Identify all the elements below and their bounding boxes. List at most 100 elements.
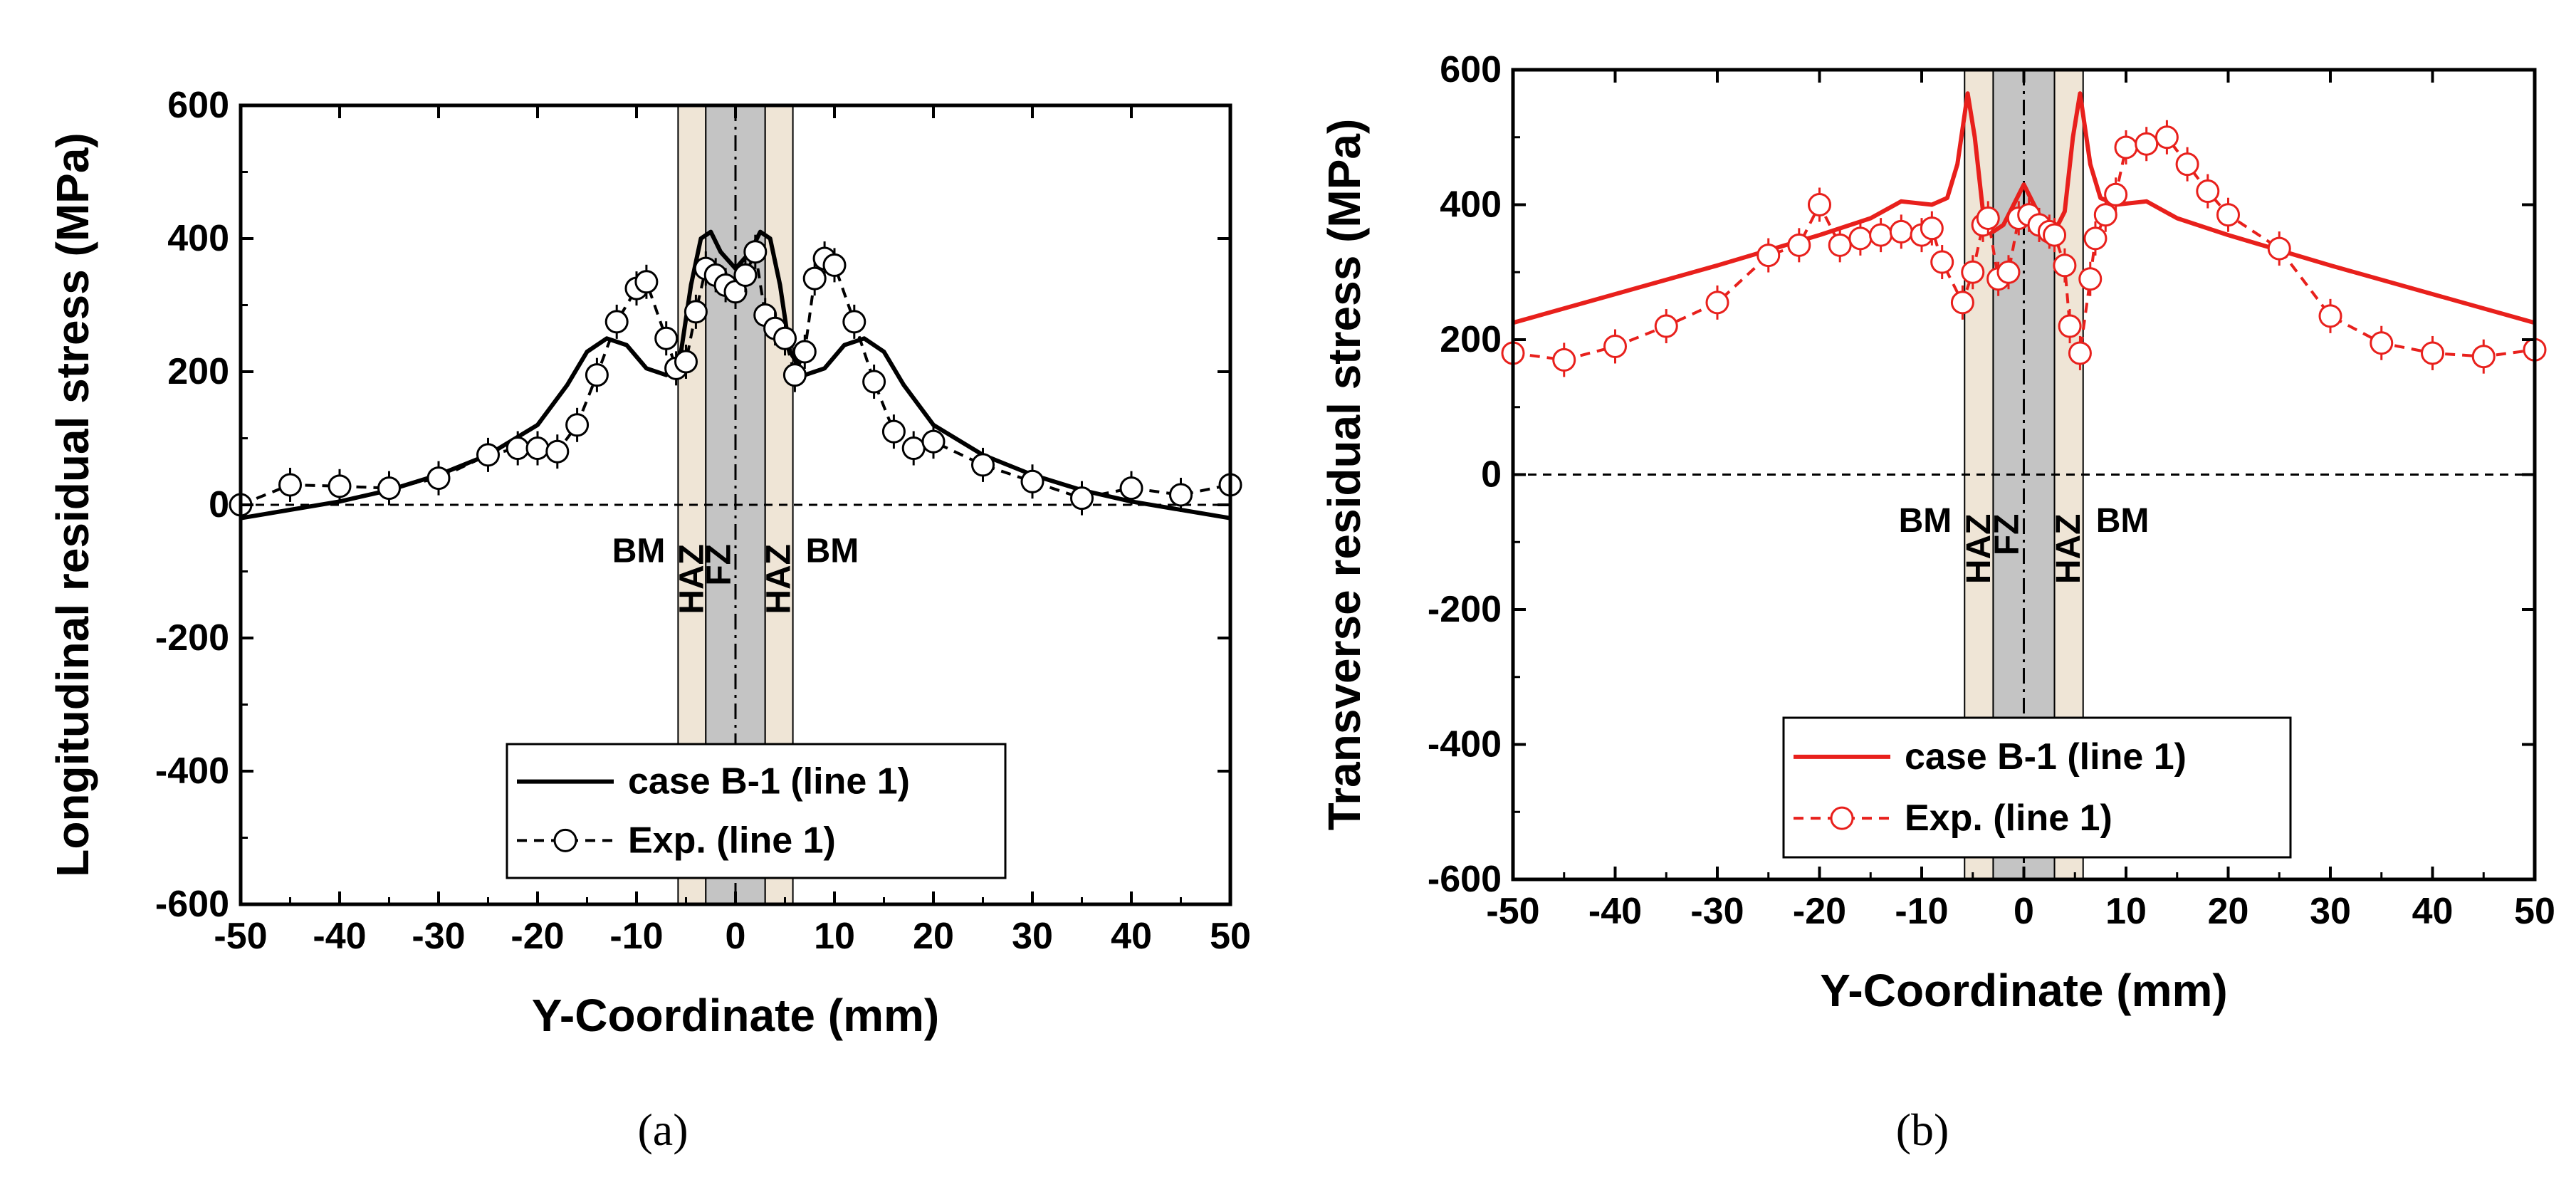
x-tick-label: 40 — [2412, 891, 2454, 932]
data-point-exp — [604, 310, 629, 334]
legend-label-experiment: Exp. (line 1) — [628, 820, 836, 861]
y-tick-label: -200 — [155, 617, 229, 659]
series-line-simulation — [1512, 91, 2535, 325]
data-point-exp — [2267, 236, 2291, 261]
legend: case B-1 (line 1) Exp. (line 1) — [1782, 716, 2292, 859]
data-point-exp — [881, 419, 906, 444]
data-point-exp — [1976, 206, 2000, 230]
x-tick-label: 50 — [2514, 891, 2555, 932]
data-point-exp — [2053, 253, 2077, 278]
x-tick-label: 20 — [913, 916, 954, 957]
haz-label-left: HAZ — [1960, 514, 1998, 585]
legend-label-simulation: case B-1 (line 1) — [628, 761, 910, 802]
x-tick-label: -10 — [609, 916, 663, 957]
data-point-exp — [1787, 233, 1811, 257]
legend-label-simulation: case B-1 (line 1) — [1905, 736, 2187, 778]
data-point-exp — [1705, 291, 1729, 315]
data-point-exp — [2175, 152, 2199, 177]
data-point-exp — [2078, 267, 2103, 291]
x-tick-label: 30 — [2310, 891, 2351, 932]
bm-label-right: BM — [2096, 502, 2150, 540]
data-point-exp — [901, 436, 926, 461]
data-point-exp — [2058, 314, 2082, 338]
data-point-exp — [684, 300, 708, 324]
y-tick-label: 600 — [167, 85, 229, 126]
data-point-exp — [1119, 476, 1143, 501]
panel-label: (b) — [1896, 1104, 1949, 1155]
data-point-exp — [278, 473, 302, 497]
data-point-exp — [792, 340, 817, 364]
data-point-exp — [2370, 331, 2394, 355]
y-axis-title: Transverse residual stress (MPa) — [1319, 119, 1370, 831]
bm-label-left: BM — [1899, 502, 1952, 540]
data-point-exp — [971, 453, 995, 477]
x-tick-label: 50 — [1210, 916, 1251, 957]
y-tick-label: 0 — [1481, 454, 1502, 496]
x-tick-label: -10 — [1895, 891, 1948, 932]
data-point-exp — [1889, 219, 1913, 244]
legend-marker-experiment — [553, 828, 577, 852]
x-tick-label: 20 — [2208, 891, 2249, 932]
x-tick-label: 40 — [1111, 916, 1152, 957]
data-point-exp — [1930, 250, 1954, 274]
y-tick-label: 200 — [1440, 319, 1502, 360]
y-tick-label: -600 — [1428, 859, 1502, 900]
y-tick-label: -600 — [155, 884, 229, 925]
data-point-exp — [2154, 125, 2179, 150]
data-point-exp — [328, 474, 352, 498]
data-point-exp — [674, 350, 698, 374]
haz-label-left: HAZ — [673, 544, 711, 614]
legend-marker-experiment — [1830, 806, 1854, 830]
data-point-exp — [1961, 260, 1985, 284]
data-point-exp — [1920, 216, 1944, 241]
data-point-exp — [1654, 314, 1678, 338]
data-point-exp — [773, 326, 797, 350]
data-point-exp — [733, 263, 758, 287]
y-tick-label: 0 — [209, 484, 229, 525]
data-point-exp — [2104, 182, 2128, 206]
data-point-exp — [842, 310, 866, 334]
y-tick-label: -200 — [1428, 589, 1502, 630]
data-point-exp — [1869, 223, 1893, 247]
data-point-exp — [1828, 233, 1852, 257]
data-point-exp — [1020, 469, 1044, 493]
legend-label-experiment: Exp. (line 1) — [1905, 797, 2112, 839]
y-tick-label: 400 — [1440, 184, 1502, 226]
data-point-exp — [2471, 345, 2496, 369]
x-tick-label: 0 — [2014, 891, 2034, 932]
x-tick-label: 30 — [1012, 916, 1053, 957]
data-point-exp — [2083, 226, 2108, 251]
x-tick-label: -50 — [1486, 891, 1539, 932]
bm-label-left: BM — [612, 533, 666, 570]
data-point-exp — [585, 363, 609, 387]
data-point-exp — [782, 363, 807, 387]
data-point-exp — [634, 270, 659, 294]
data-point-exp — [506, 436, 530, 461]
x-tick-label: -30 — [1690, 891, 1744, 932]
y-tick-label: -400 — [1428, 724, 1502, 765]
data-point-exp — [1848, 226, 1873, 251]
x-axis-title: Y-Coordinate (mm) — [1820, 965, 2227, 1016]
series-line-simulation — [240, 229, 1231, 521]
x-tick-label: -30 — [412, 916, 465, 957]
legend: case B-1 (line 1) Exp. (line 1) — [506, 743, 1007, 879]
x-tick-label: 10 — [2105, 891, 2147, 932]
data-point-exp — [1070, 486, 1094, 511]
bm-label-right: BM — [806, 533, 859, 570]
legend-box — [1782, 716, 2292, 859]
data-point-exp — [1950, 291, 1974, 315]
data-point-exp — [2421, 341, 2444, 365]
data-point-exp — [1169, 483, 1193, 507]
data-point-exp — [1996, 260, 2021, 284]
x-tick-label: 10 — [814, 916, 855, 957]
data-point-exp — [377, 476, 401, 501]
data-point-exp — [1808, 193, 1831, 216]
x-tick-label: -40 — [313, 916, 366, 957]
x-tick-label: 0 — [726, 916, 746, 957]
data-point-exp — [2318, 304, 2342, 328]
data-point-exp — [525, 436, 550, 461]
y-axis-title: Longitudinal residual stress (MPa) — [47, 132, 98, 877]
